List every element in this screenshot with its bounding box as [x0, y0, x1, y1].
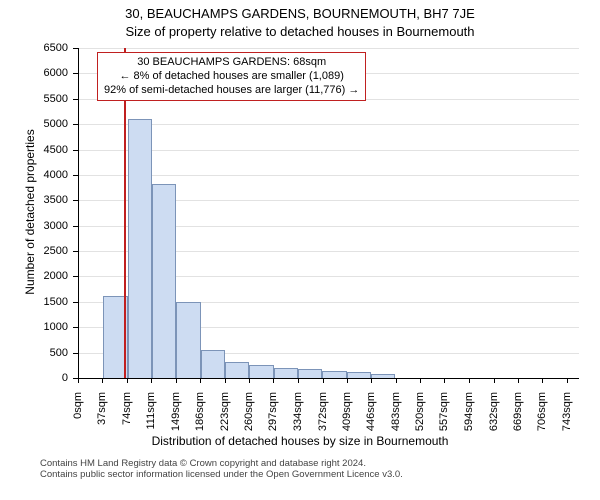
x-tick	[127, 378, 128, 383]
plot-area: 30 BEAUCHAMPS GARDENS: 68sqm ← 8% of det…	[78, 48, 579, 379]
x-tick	[567, 378, 568, 383]
histogram-bar	[322, 371, 346, 378]
x-tick	[542, 378, 543, 383]
histogram-bar	[201, 350, 225, 378]
y-tick	[73, 251, 78, 252]
x-tick	[102, 378, 103, 383]
x-tick-label: 706sqm	[536, 392, 548, 442]
y-tick-label: 4000	[0, 169, 68, 181]
x-tick-label: 0sqm	[72, 392, 84, 442]
y-tick	[73, 302, 78, 303]
histogram-bar	[152, 184, 176, 378]
x-tick	[420, 378, 421, 383]
y-tick-label: 500	[0, 347, 68, 359]
x-tick	[200, 378, 201, 383]
x-tick-label: 594sqm	[463, 392, 475, 442]
x-tick-label: 37sqm	[96, 392, 108, 442]
y-tick-label: 1500	[0, 296, 68, 308]
footer-credits: Contains HM Land Registry data © Crown c…	[40, 458, 403, 481]
histogram-bar	[274, 368, 298, 378]
x-tick-label: 111sqm	[145, 392, 157, 442]
x-tick-label: 74sqm	[121, 392, 133, 442]
y-tick-label: 3000	[0, 220, 68, 232]
x-tick-label: 632sqm	[488, 392, 500, 442]
y-tick-label: 4500	[0, 144, 68, 156]
gridline	[79, 124, 579, 125]
y-tick-label: 2000	[0, 270, 68, 282]
gridline	[79, 48, 579, 49]
x-tick-label: 372sqm	[317, 392, 329, 442]
x-tick-label: 260sqm	[243, 392, 255, 442]
x-tick-label: 334sqm	[292, 392, 304, 442]
histogram-bar	[371, 374, 395, 378]
y-tick	[73, 353, 78, 354]
x-tick	[225, 378, 226, 383]
y-tick-label: 0	[0, 372, 68, 384]
footer-line-2: Contains public sector information licen…	[40, 469, 403, 480]
x-tick	[273, 378, 274, 383]
x-tick	[396, 378, 397, 383]
y-tick-label: 5500	[0, 93, 68, 105]
x-tick	[323, 378, 324, 383]
x-tick-label: 223sqm	[219, 392, 231, 442]
x-tick-label: 743sqm	[561, 392, 573, 442]
annotation-line-3: 92% of semi-detached houses are larger (…	[104, 84, 359, 98]
x-tick	[78, 378, 79, 383]
x-tick	[469, 378, 470, 383]
y-tick	[73, 99, 78, 100]
y-tick	[73, 175, 78, 176]
x-tick-label: 186sqm	[194, 392, 206, 442]
x-tick-label: 483sqm	[390, 392, 402, 442]
x-tick	[298, 378, 299, 383]
x-tick	[176, 378, 177, 383]
y-tick	[73, 200, 78, 201]
histogram-bar	[298, 369, 322, 378]
x-tick-label: 149sqm	[170, 392, 182, 442]
x-tick	[151, 378, 152, 383]
x-tick-label: 446sqm	[365, 392, 377, 442]
chart-title-address: 30, BEAUCHAMPS GARDENS, BOURNEMOUTH, BH7…	[0, 6, 600, 21]
y-tick	[73, 150, 78, 151]
x-tick-label: 520sqm	[414, 392, 426, 442]
y-tick	[73, 226, 78, 227]
y-tick-label: 3500	[0, 194, 68, 206]
annotation-box: 30 BEAUCHAMPS GARDENS: 68sqm ← 8% of det…	[97, 52, 366, 101]
y-tick-label: 2500	[0, 245, 68, 257]
x-tick	[371, 378, 372, 383]
annotation-line-1: 30 BEAUCHAMPS GARDENS: 68sqm	[104, 56, 359, 70]
y-tick-label: 1000	[0, 321, 68, 333]
gridline	[79, 175, 579, 176]
y-tick	[73, 327, 78, 328]
annotation-line-2: ← 8% of detached houses are smaller (1,0…	[104, 70, 359, 84]
footer-line-1: Contains HM Land Registry data © Crown c…	[40, 458, 403, 469]
x-tick-label: 557sqm	[438, 392, 450, 442]
histogram-bar	[347, 372, 371, 378]
histogram-bar	[225, 362, 249, 378]
histogram-bar	[249, 365, 273, 378]
histogram-bar	[176, 302, 200, 378]
x-tick	[444, 378, 445, 383]
chart-container: 30, BEAUCHAMPS GARDENS, BOURNEMOUTH, BH7…	[0, 0, 600, 500]
x-tick-label: 409sqm	[341, 392, 353, 442]
histogram-bar	[128, 119, 152, 378]
y-tick	[73, 48, 78, 49]
y-tick	[73, 276, 78, 277]
x-tick-label: 669sqm	[512, 392, 524, 442]
y-tick	[73, 73, 78, 74]
y-tick-label: 6000	[0, 67, 68, 79]
x-tick	[249, 378, 250, 383]
x-tick	[494, 378, 495, 383]
x-tick-label: 297sqm	[267, 392, 279, 442]
y-tick-label: 6500	[0, 42, 68, 54]
chart-subtitle: Size of property relative to detached ho…	[0, 24, 600, 39]
gridline	[79, 150, 579, 151]
x-tick	[347, 378, 348, 383]
x-tick	[518, 378, 519, 383]
y-tick-label: 5000	[0, 118, 68, 130]
y-tick	[73, 124, 78, 125]
